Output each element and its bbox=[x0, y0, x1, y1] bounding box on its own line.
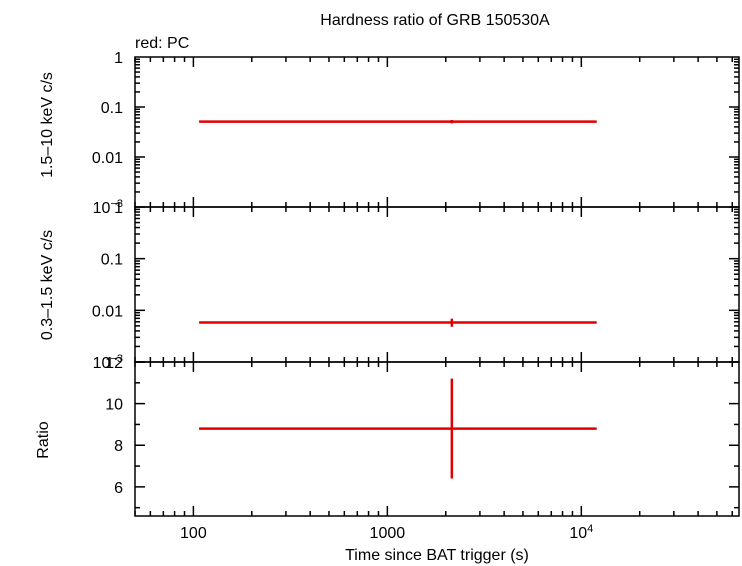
y-tick-label-ratio: 6 bbox=[114, 480, 123, 497]
y-tick-label-soft-band: 0.01 bbox=[92, 303, 123, 320]
y-tick-label-soft-band: 0.1 bbox=[101, 252, 123, 269]
panel-frame-ratio bbox=[134, 361, 740, 517]
panel-frame-hard-band bbox=[134, 56, 740, 208]
y-tick-label-hard-band: 0.1 bbox=[101, 100, 123, 117]
y-tick-label-hard-band: 1 bbox=[114, 50, 123, 67]
y-axis-label-ratio: Ratio bbox=[35, 421, 52, 458]
y-tick-label-ratio: 10 bbox=[105, 397, 123, 414]
x-axis-label: Time since BAT trigger (s) bbox=[345, 547, 529, 564]
chart-title: Hardness ratio of GRB 150530A bbox=[320, 12, 550, 29]
y-axis-label-soft: 0.3–1.5 keV c/s bbox=[39, 230, 56, 340]
y-axis-label-hard: 1.5–10 keV c/s bbox=[39, 72, 56, 178]
x-tick-label: 100 bbox=[180, 525, 207, 542]
y-tick-label-hard-band: 0.01 bbox=[92, 150, 123, 167]
y-tick-label-ratio: 12 bbox=[105, 355, 123, 372]
y-tick-label-soft-band: 1 bbox=[114, 200, 123, 217]
y-tick-label-ratio: 8 bbox=[114, 438, 123, 455]
x-tick-label: 1000 bbox=[370, 525, 406, 542]
panel-frame-soft-band bbox=[134, 206, 740, 363]
legend-label: red: PC bbox=[135, 35, 189, 52]
x-tick-label: 104 bbox=[569, 523, 593, 542]
